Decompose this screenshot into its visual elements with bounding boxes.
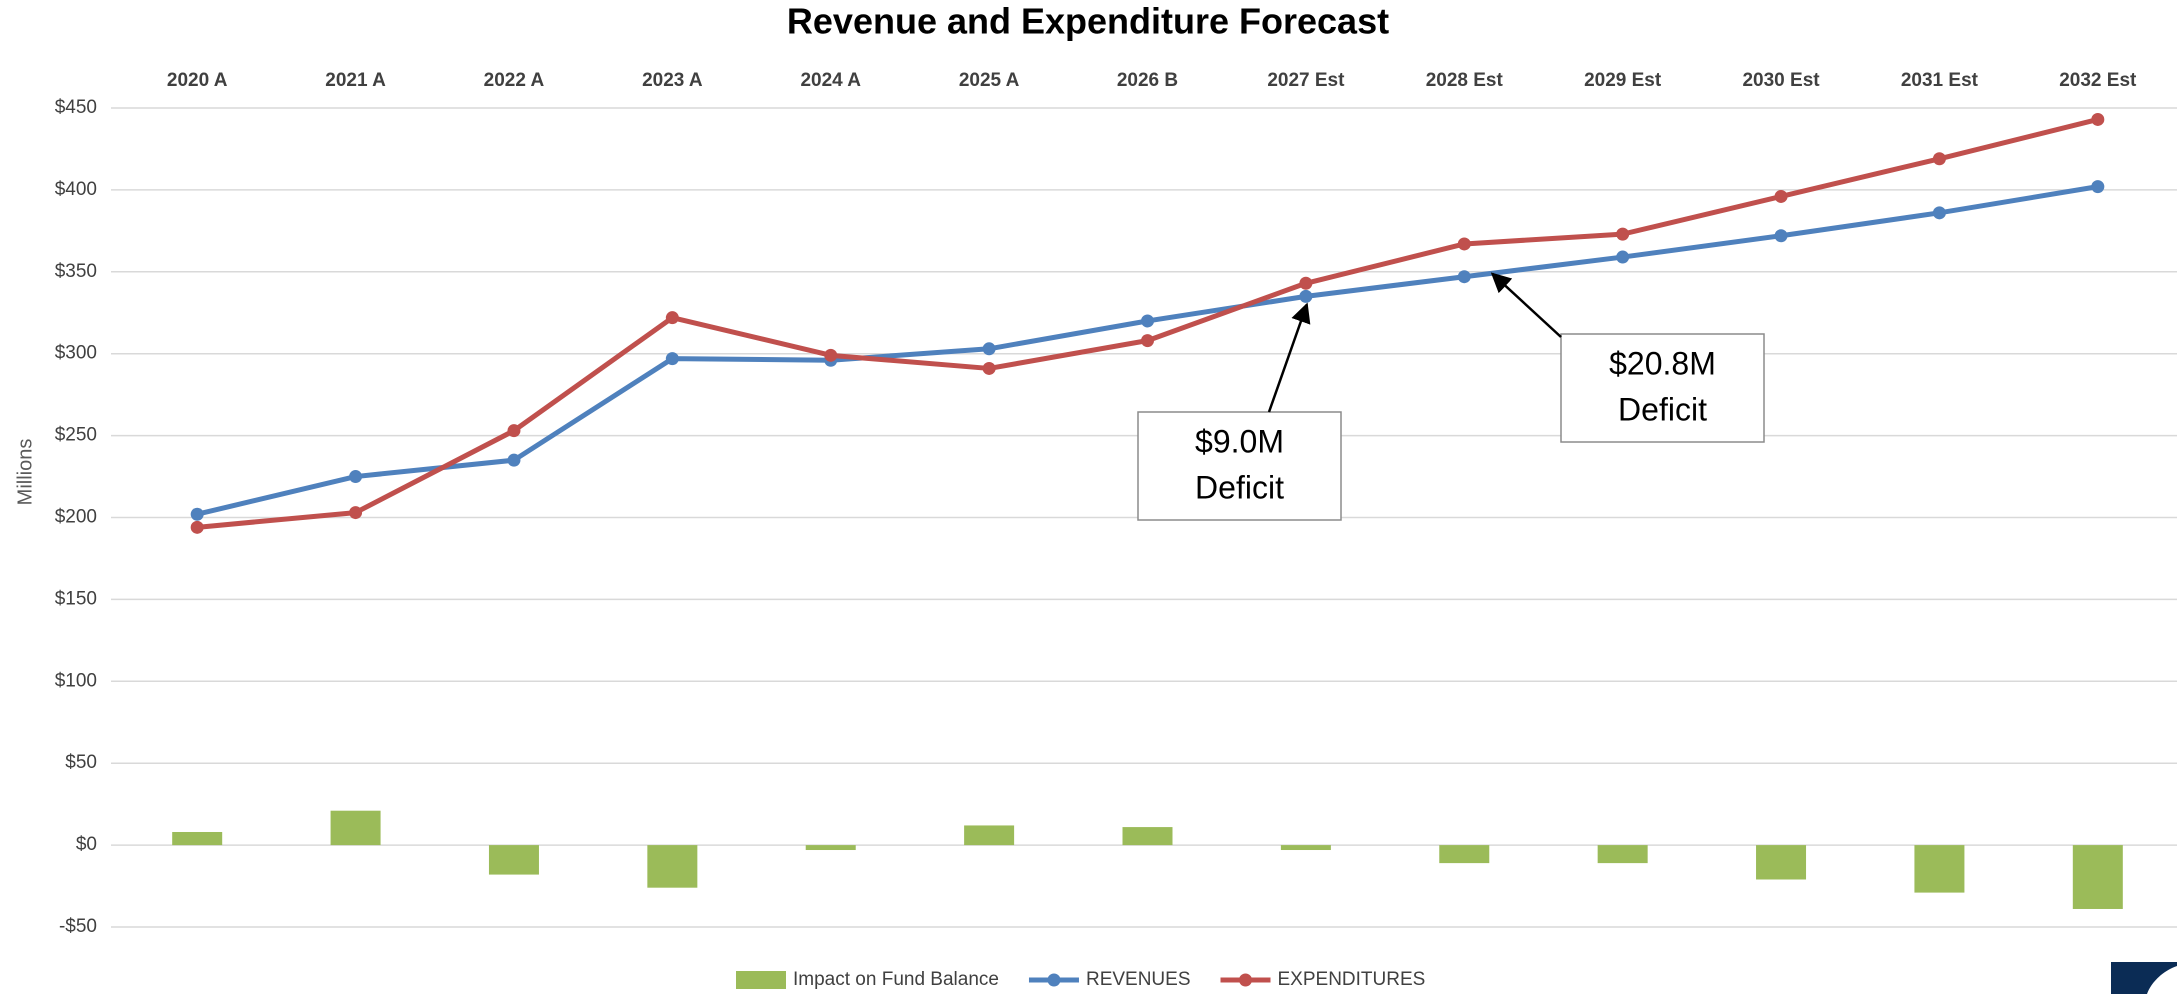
marker: [507, 453, 521, 467]
bar: [1122, 827, 1173, 846]
marker: [1141, 314, 1154, 328]
annotation-text: $20.8M: [1609, 345, 1716, 381]
bar: [488, 845, 539, 875]
x-tick-label: 2021 A: [325, 70, 386, 91]
marker: [1774, 229, 1788, 243]
x-tick-label: 2026 B: [1117, 70, 1178, 91]
annotation-box: [1560, 333, 1765, 443]
bar: [172, 831, 223, 846]
marker: [1457, 270, 1471, 284]
marker: [665, 352, 679, 366]
bar: [647, 845, 698, 888]
x-tick-label: 2030 Est: [1742, 70, 1820, 91]
x-tick-label: 2027 Est: [1267, 70, 1345, 91]
marker: [2091, 112, 2105, 126]
y-tick-label: $300: [55, 343, 97, 364]
x-tick-label: 2031 Est: [1901, 70, 1979, 91]
y-axis-label: Millions: [14, 439, 36, 506]
y-tick-label: $200: [55, 507, 97, 528]
y-tick-label: $250: [55, 425, 97, 446]
x-tick-label: 2025 A: [959, 70, 1020, 91]
marker: [190, 520, 204, 534]
logo-corner: [2111, 962, 2177, 994]
annotation-text: Deficit: [1195, 469, 1284, 505]
bar: [1914, 845, 1965, 893]
y-tick-label: $0: [76, 834, 97, 855]
marker: [190, 507, 204, 521]
legend-swatch: [1239, 973, 1252, 987]
x-tick-label: 2028 Est: [1426, 70, 1504, 91]
marker: [665, 311, 679, 325]
annotation-text: Deficit: [1618, 391, 1707, 427]
marker: [2091, 180, 2105, 194]
marker: [1141, 334, 1154, 348]
marker: [349, 506, 363, 520]
marker: [1299, 289, 1313, 303]
marker: [1299, 276, 1313, 290]
legend-swatch: [736, 971, 786, 989]
legend-swatch: [1047, 973, 1061, 987]
marker: [1616, 227, 1630, 241]
annotation-box: [1137, 411, 1342, 521]
bar: [1597, 845, 1648, 864]
legend-label: EXPENDITURES: [1278, 969, 1426, 990]
bar: [1756, 845, 1807, 880]
y-tick-label: $400: [55, 179, 97, 200]
marker: [982, 342, 996, 356]
y-tick-label: $150: [55, 588, 97, 609]
marker: [824, 348, 838, 362]
x-tick-label: 2022 A: [484, 70, 545, 91]
marker: [1774, 189, 1788, 203]
annotation-arrow: [1490, 272, 1562, 338]
annotation-text: $9.0M: [1195, 423, 1284, 459]
x-tick-label: 2024 A: [800, 70, 861, 91]
legend-label: REVENUES: [1086, 969, 1191, 990]
marker: [1457, 237, 1471, 251]
marker: [1932, 206, 1946, 220]
bar: [1439, 845, 1490, 864]
bar: [1280, 845, 1331, 851]
y-tick-label: $50: [65, 752, 97, 773]
y-tick-label: $450: [55, 97, 97, 118]
y-tick-label: $100: [55, 670, 97, 691]
x-tick-label: 2023 A: [642, 70, 703, 91]
legend-label: Impact on Fund Balance: [793, 969, 999, 990]
marker: [982, 361, 996, 375]
x-tick-label: 2020 A: [167, 70, 228, 91]
y-tick-label: -$50: [59, 916, 97, 937]
marker: [1932, 152, 1946, 166]
marker: [1616, 250, 1630, 264]
x-tick-label: 2032 Est: [2059, 70, 2137, 91]
annotation-arrow: [1267, 302, 1311, 413]
bar: [964, 825, 1015, 846]
marker: [507, 424, 521, 438]
bar: [330, 810, 381, 846]
bar: [2072, 845, 2123, 909]
bar: [805, 845, 856, 851]
marker: [349, 470, 363, 484]
y-tick-label: $350: [55, 261, 97, 282]
x-tick-label: 2029 Est: [1584, 70, 1662, 91]
chart-title: Revenue and Expenditure Forecast: [787, 1, 1389, 42]
